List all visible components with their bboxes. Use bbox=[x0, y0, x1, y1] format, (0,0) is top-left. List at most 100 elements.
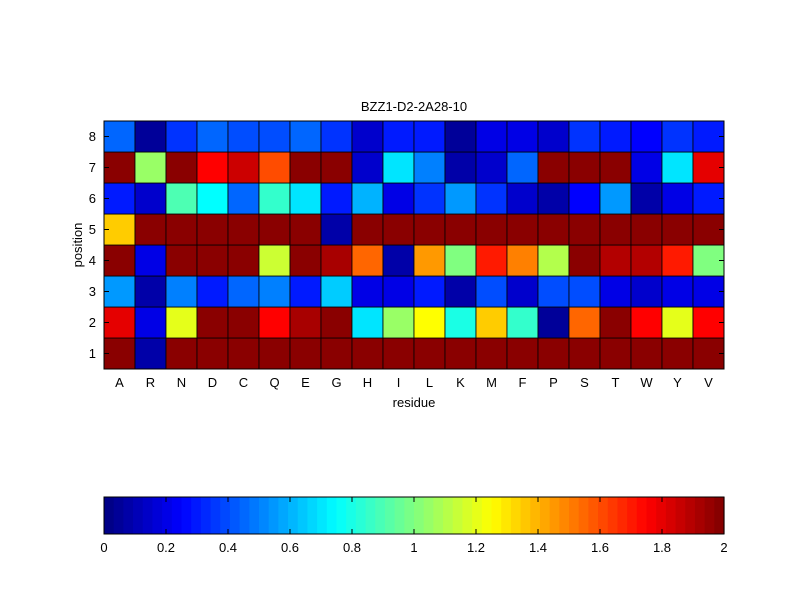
colorbar-segment bbox=[288, 497, 299, 534]
colorbar-tick-label: 0.6 bbox=[281, 540, 299, 555]
colorbar-segment bbox=[627, 497, 638, 534]
heatmap-cell bbox=[382, 213, 415, 246]
colorbar-segment bbox=[365, 497, 376, 534]
heatmap-cell bbox=[692, 337, 725, 370]
colorbar-segment bbox=[346, 497, 357, 534]
heatmap-cell bbox=[444, 213, 477, 246]
heatmap-cell bbox=[134, 120, 167, 153]
colorbar-segment bbox=[210, 497, 221, 534]
colorbar-segment bbox=[694, 497, 706, 534]
heatmap-cell bbox=[444, 275, 477, 308]
heatmap-cell bbox=[382, 151, 415, 184]
heatmap-cell bbox=[599, 151, 632, 184]
y-tick-label: 7 bbox=[89, 160, 96, 175]
heatmap-cell bbox=[568, 120, 601, 153]
heatmap-cell bbox=[475, 213, 508, 246]
heatmap-cell bbox=[506, 244, 539, 277]
heatmap-cell bbox=[227, 244, 260, 277]
colorbar-segment bbox=[326, 497, 338, 534]
heatmap-cell bbox=[444, 337, 477, 370]
colorbar-segment bbox=[384, 497, 396, 534]
heatmap-cell bbox=[258, 337, 291, 370]
heatmap-cell bbox=[227, 120, 260, 153]
colorbar-segment bbox=[152, 497, 163, 534]
heatmap-cell bbox=[289, 275, 322, 308]
heatmap-cell bbox=[165, 182, 198, 215]
colorbar-segment bbox=[530, 497, 541, 534]
heatmap-cell bbox=[196, 244, 229, 277]
heatmap-cell bbox=[382, 275, 415, 308]
x-tick-label: S bbox=[580, 375, 589, 390]
colorbar-segment bbox=[462, 497, 473, 534]
chart-title: BZZ1-D2-2A28-10 bbox=[361, 99, 467, 114]
heatmap-cell bbox=[258, 182, 291, 215]
heatmap-cell bbox=[103, 151, 136, 184]
heatmap-cell bbox=[320, 275, 353, 308]
colorbar-tick-label: 0 bbox=[100, 540, 107, 555]
heatmap-cell bbox=[444, 151, 477, 184]
colorbar-segment bbox=[549, 497, 560, 534]
colorbar-tick-label: 1.8 bbox=[653, 540, 671, 555]
colorbar-segment bbox=[278, 497, 289, 534]
heatmap-cell bbox=[568, 244, 601, 277]
colorbar-segment bbox=[414, 497, 425, 534]
colorbar-tick-label: 1 bbox=[410, 540, 417, 555]
colorbar-segment bbox=[336, 497, 347, 534]
colorbar-segment bbox=[307, 497, 318, 534]
y-tick-labels: 1 2 3 4 5 6 7 8 bbox=[89, 129, 724, 361]
x-tick-label: P bbox=[549, 375, 558, 390]
colorbar-segment bbox=[162, 497, 173, 534]
heatmap-cell bbox=[196, 151, 229, 184]
heatmap-cell bbox=[475, 306, 508, 339]
heatmap-cell bbox=[661, 306, 694, 339]
heatmap-cell bbox=[165, 244, 198, 277]
heatmap-cell bbox=[661, 275, 694, 308]
heatmap-cell bbox=[506, 120, 539, 153]
y-tick-label: 6 bbox=[89, 191, 96, 206]
heatmap-cell bbox=[444, 244, 477, 277]
heatmap-cell bbox=[227, 151, 260, 184]
heatmap-cell bbox=[568, 337, 601, 370]
colorbar-segment bbox=[501, 497, 512, 534]
heatmap-cell bbox=[289, 306, 322, 339]
x-tick-label: Y bbox=[673, 375, 682, 390]
colorbar-segment bbox=[472, 497, 483, 534]
colorbar-segment bbox=[559, 497, 570, 534]
heatmap-cell bbox=[196, 337, 229, 370]
heatmap-cells bbox=[103, 120, 725, 370]
heatmap-cell bbox=[692, 182, 725, 215]
heatmap-cell bbox=[351, 120, 384, 153]
colorbar-segment bbox=[656, 497, 667, 534]
heatmap-cell bbox=[599, 244, 632, 277]
colorbar-tick-label: 1.4 bbox=[529, 540, 547, 555]
colorbar-segment bbox=[200, 497, 212, 534]
heatmap-cell bbox=[599, 275, 632, 308]
colorbar-segment bbox=[181, 497, 192, 534]
colorbar-segment bbox=[617, 497, 628, 534]
colorbar-segment bbox=[704, 497, 715, 534]
heatmap-cell bbox=[506, 306, 539, 339]
heatmap-cell bbox=[537, 337, 570, 370]
heatmap-cell bbox=[537, 275, 570, 308]
heatmap-cell bbox=[506, 337, 539, 370]
heatmap-cell bbox=[165, 275, 198, 308]
heatmap-cell bbox=[227, 275, 260, 308]
heatmap-cell bbox=[289, 182, 322, 215]
heatmap-cell bbox=[134, 213, 167, 246]
colorbar-tick-label: 0.8 bbox=[343, 540, 361, 555]
heatmap-cell bbox=[630, 213, 663, 246]
heatmap-cell bbox=[382, 337, 415, 370]
colorbar-segment bbox=[665, 497, 677, 534]
heatmap-cell bbox=[103, 244, 136, 277]
colorbar-tick-label: 0.2 bbox=[157, 540, 175, 555]
heatmap-cell bbox=[382, 182, 415, 215]
heatmap-cell bbox=[537, 244, 570, 277]
colorbar-segment bbox=[714, 497, 725, 534]
heatmap-cell bbox=[351, 182, 384, 215]
colorbar-segment bbox=[607, 497, 619, 534]
heatmap-cell bbox=[320, 244, 353, 277]
colorbar-segment bbox=[123, 497, 134, 534]
colorbar-segment bbox=[113, 497, 124, 534]
heatmap-cell bbox=[413, 244, 446, 277]
